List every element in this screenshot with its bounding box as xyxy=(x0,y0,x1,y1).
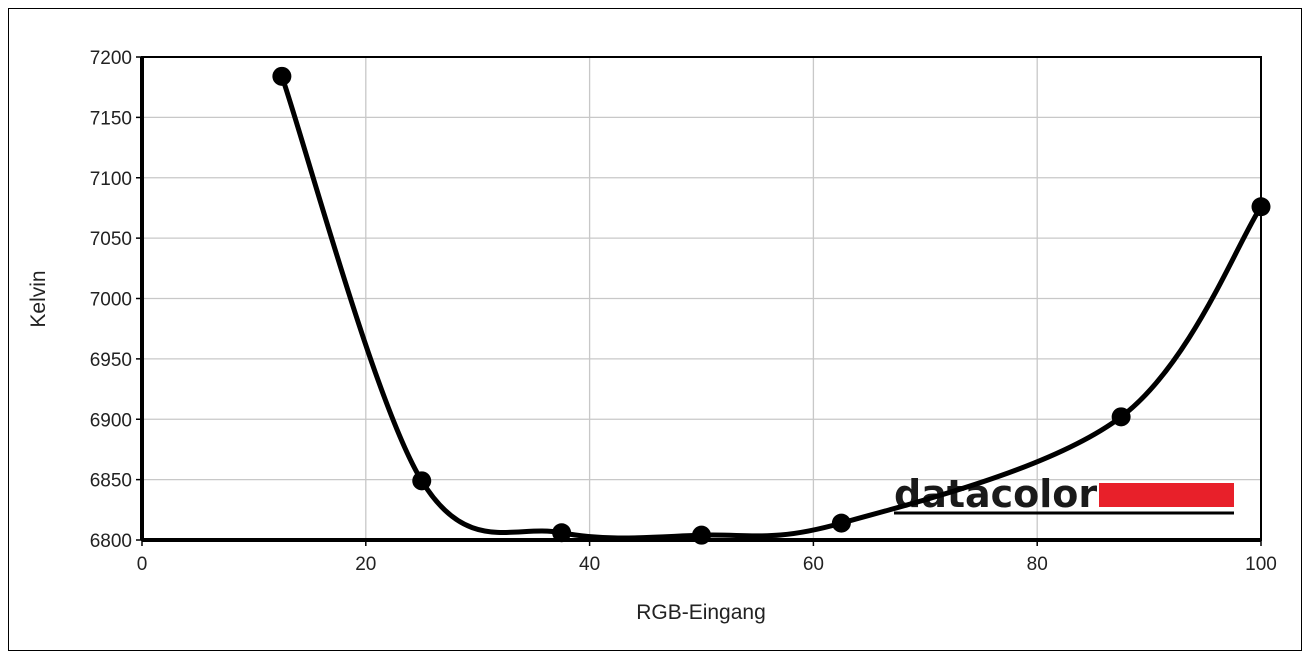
data-point xyxy=(412,471,432,491)
y-tick-label: 6850 xyxy=(90,471,132,492)
x-tick-label: 100 xyxy=(1245,554,1277,575)
series-line xyxy=(279,73,1264,541)
y-tick-label: 6900 xyxy=(90,410,132,431)
data-point xyxy=(1111,407,1131,427)
line-chart: 0 20 40 60 80 100 6800 6850 6900 6950 7000 7050 710… xyxy=(27,48,1277,624)
x-axis-ticks: 0 20 40 60 80 100 xyxy=(137,540,1277,575)
series-markers xyxy=(272,66,1271,545)
y-tick-label: 7050 xyxy=(90,229,132,250)
x-tick-label: 0 xyxy=(137,554,148,575)
data-point xyxy=(272,66,292,86)
x-tick-label: 20 xyxy=(355,554,376,575)
x-tick-label: 60 xyxy=(803,554,824,575)
y-tick-label: 6950 xyxy=(90,350,132,371)
y-tick-label: 6800 xyxy=(90,531,132,552)
x-tick-label: 80 xyxy=(1027,554,1048,575)
y-axis-ticks: 6800 6850 6900 6950 7000 7050 7100 7150 7200 xyxy=(90,48,142,552)
logo-red-bar xyxy=(1099,483,1234,507)
grid xyxy=(142,57,1261,540)
x-tick-label: 40 xyxy=(579,554,600,575)
data-point xyxy=(831,513,851,533)
data-point xyxy=(552,523,572,543)
chart-frame: 0 20 40 60 80 100 6800 6850 6900 6950 7000 7050 710… xyxy=(8,8,1302,651)
y-tick-label: 7000 xyxy=(90,290,132,311)
y-tick-label: 7150 xyxy=(90,108,132,129)
x-axis-title: RGB-Eingang xyxy=(636,601,766,624)
y-tick-label: 7200 xyxy=(90,48,132,69)
y-tick-label: 7100 xyxy=(90,169,132,190)
y-axis-title: Kelvin xyxy=(27,270,50,327)
